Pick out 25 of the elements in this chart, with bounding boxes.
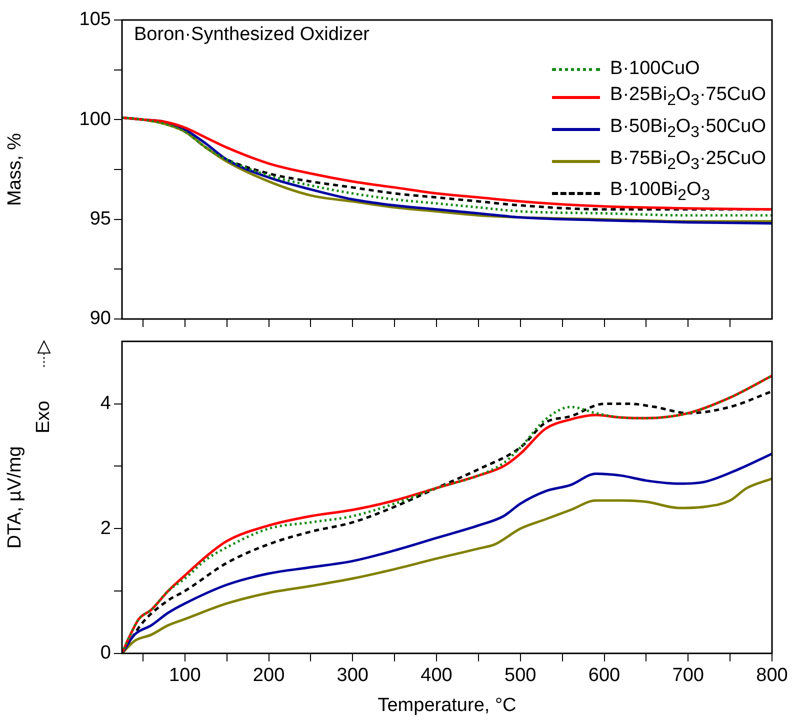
y-axis-title: DTA, µV/mg	[4, 446, 26, 549]
legend-label: B·25Bi$_{2}$O$_{3}$·75CuO	[610, 83, 766, 111]
x-axis-title: Temperature, °C	[378, 694, 516, 716]
y-axis-title: Mass, %	[4, 132, 26, 206]
y-tick-label: 105	[79, 9, 111, 30]
y-tick-label: 4	[100, 393, 112, 414]
y-tick-label: 100	[79, 108, 111, 130]
legend-label: B·100Bi$_{2}$O$_{3}$	[610, 178, 710, 206]
x-tick-label: 600	[588, 665, 620, 686]
x-tick-label: 400	[420, 665, 452, 686]
x-tick-label: 800	[756, 665, 788, 686]
chart-title: Boron·Synthesized Oxidizer	[134, 24, 370, 46]
y-tick-label: 2	[100, 518, 111, 539]
x-tick-label: 200	[252, 665, 285, 686]
x-tick-label: 500	[504, 665, 536, 686]
y-tick-label: 0	[100, 642, 111, 664]
legend-label: B·50Bi$_{2}$O$_{3}$·50CuO	[610, 114, 766, 143]
x-tick-label: 700	[672, 665, 704, 686]
y-tick-label: 95	[90, 208, 111, 230]
text: Exo	[33, 400, 54, 434]
x-tick-label: 100	[169, 665, 201, 686]
y-tick-label: 90	[90, 308, 111, 330]
x-tick-label: 300	[336, 665, 368, 686]
legend-label: B·75Bi$_{2}$O$_{3}$·25CuO	[610, 146, 766, 174]
legend-label: B·100CuO	[610, 57, 700, 81]
